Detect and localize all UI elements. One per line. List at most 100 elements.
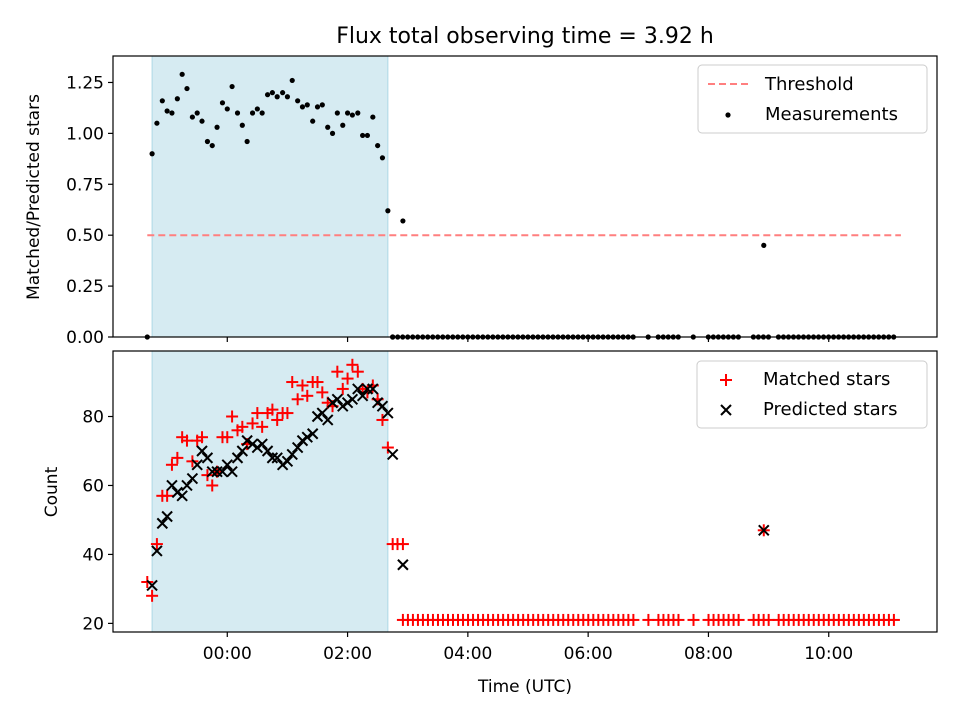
marker-stroke [266, 452, 279, 464]
marker-stroke [331, 393, 344, 405]
matched-star-point [271, 413, 284, 426]
predicted-star-point [231, 452, 244, 464]
matched-star-point [296, 379, 309, 392]
predicted-star-point [201, 452, 214, 464]
predicted-star-point [266, 452, 279, 464]
measurement-point [199, 118, 205, 124]
predicted-star-point [156, 517, 169, 530]
matched-star-point [256, 420, 269, 433]
predicted-star-point [146, 579, 158, 592]
marker-stroke [352, 383, 364, 395]
marker-stroke [231, 452, 244, 464]
measurement-point [379, 155, 386, 161]
bottom-y-tick-label: 80 [82, 408, 104, 428]
marker-stroke [201, 452, 214, 464]
marker-stroke [206, 465, 218, 478]
marker-stroke [271, 452, 283, 464]
matched-star-point [381, 441, 394, 454]
marker-stroke [161, 510, 173, 523]
predicted-star-point [166, 479, 178, 492]
measurement-point [364, 132, 371, 139]
matched-star-point [221, 431, 234, 444]
measurement-point [204, 138, 211, 145]
predicted-star-point [241, 434, 253, 447]
marker-stroke [301, 431, 313, 443]
matched-star-point [150, 538, 163, 551]
marker-stroke [356, 390, 369, 402]
measurement-point [184, 85, 190, 92]
legend-matched-swatch [720, 374, 732, 386]
measurement-point [334, 110, 340, 116]
marker-stroke [286, 448, 298, 461]
marker-stroke [386, 448, 399, 461]
marker-stroke [241, 434, 253, 447]
marker-stroke [256, 438, 268, 450]
measurement-point [295, 98, 301, 104]
measurement-point [234, 110, 241, 116]
matched-star-point [171, 451, 184, 464]
bottom-plot-frame [112, 350, 938, 633]
measurement-point [269, 90, 275, 96]
measurement-point [264, 92, 271, 98]
measurement-point [149, 151, 155, 157]
measurement-point [349, 112, 355, 118]
matched-star-point [281, 407, 294, 420]
measurement-point [189, 114, 195, 120]
bottom-y-tick-label: 40 [82, 545, 104, 565]
x-tick-label: 08:00 [684, 644, 733, 664]
top-legend-box [697, 64, 928, 134]
measurement-point [259, 110, 265, 116]
top-x-ticks [226, 337, 830, 342]
marker-stroke [151, 545, 163, 557]
top-y-tick-label: 1.25 [66, 73, 104, 93]
x-tick-label: 10:00 [804, 644, 853, 664]
matched-star-point [627, 613, 640, 626]
x-tick-label: 06:00 [564, 644, 613, 664]
marker-stroke [146, 579, 158, 592]
measurement-point [249, 110, 256, 116]
matched-star-point [165, 458, 178, 471]
matched-star-point [346, 358, 359, 371]
matched-star-point [687, 613, 700, 626]
predicted-star-point [306, 428, 319, 440]
marker-stroke [291, 441, 304, 454]
ratio-panel: 0.00 0.25 0.50 0.75 1.00 1.25 Matched/Predict… [24, 55, 938, 348]
bottom-y-tick-label: 60 [82, 476, 104, 496]
predicted-star-point [206, 465, 218, 478]
predicted-star-point [236, 445, 249, 457]
measurement-point [164, 108, 170, 114]
x-tick-label: 04:00 [443, 644, 492, 664]
measurement-point [289, 77, 295, 84]
matched-star-point [246, 417, 259, 430]
matched-star-point [251, 407, 264, 420]
predicted-star-point [346, 393, 359, 405]
predicted-star-point [316, 407, 329, 419]
marker-stroke [322, 414, 334, 426]
marker-stroke [306, 428, 319, 440]
matched-star-point [301, 389, 314, 402]
measurement-point [224, 106, 230, 112]
matched-star-point [887, 613, 900, 626]
top-y-tick-label: 0.00 [66, 328, 104, 348]
bottom-y-tick-label: 20 [82, 614, 104, 634]
marker-stroke [397, 559, 409, 571]
matched-star-point [206, 479, 219, 492]
matched-star-point [146, 589, 159, 602]
measurement-point [314, 104, 321, 110]
matched-star-point [762, 613, 775, 626]
predicted-star-point [382, 407, 394, 419]
bottom-legend: Matched stars Predicted stars [696, 360, 928, 429]
marker-stroke [156, 517, 169, 530]
marker-stroke [166, 479, 178, 492]
matched-star-point [341, 372, 354, 385]
measurement-point [219, 100, 226, 106]
measurement-point [299, 104, 306, 110]
measurement-point [244, 138, 250, 145]
legend-matched-label: Matched stars [763, 369, 890, 390]
measurement-point [284, 94, 291, 100]
measurement-point [375, 142, 381, 149]
marker-stroke [181, 479, 193, 492]
measurement-point [194, 110, 200, 116]
